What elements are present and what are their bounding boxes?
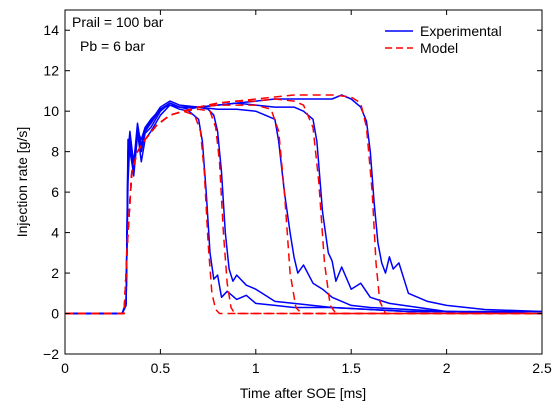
model-curve-2 xyxy=(65,108,542,315)
x-tick-label: 1 xyxy=(252,360,260,376)
x-tick-label: 0.5 xyxy=(151,360,171,376)
series-layer xyxy=(65,94,543,315)
y-tick-label: 8 xyxy=(51,144,59,160)
model-curve-3 xyxy=(65,104,542,315)
x-tick-label: 1.5 xyxy=(341,360,361,376)
legend-label-model: Model xyxy=(420,40,458,56)
y-tick-label: 0 xyxy=(51,306,59,322)
x-tick-label: 0 xyxy=(61,360,69,376)
experimental-curve-5 xyxy=(65,94,543,315)
legend-label-experimental: Experimental xyxy=(420,23,502,39)
model-curve-5 xyxy=(65,94,542,315)
y-tick-label: 14 xyxy=(43,22,59,38)
y-axis-title: Injection rate [g/s] xyxy=(14,127,30,238)
legend: Experimental Model xyxy=(385,23,502,56)
annotation-prail: Prail = 100 bar xyxy=(72,14,164,30)
y-tick-label: 2 xyxy=(51,265,59,281)
y-tick-label: −2 xyxy=(43,346,59,362)
y-tick-label: 10 xyxy=(43,103,59,119)
x-tick-label: 2 xyxy=(443,360,451,376)
y-tick-label: 12 xyxy=(43,63,59,79)
x-tick-label: 2.5 xyxy=(532,360,552,376)
annotation-pb: Pb = 6 bar xyxy=(80,38,145,54)
model-curve-1 xyxy=(65,110,542,315)
y-tick-label: 4 xyxy=(51,225,59,241)
x-axis-title: Time after SOE [ms] xyxy=(240,385,366,401)
y-tick-label: 6 xyxy=(51,184,59,200)
plot-area xyxy=(64,9,543,355)
